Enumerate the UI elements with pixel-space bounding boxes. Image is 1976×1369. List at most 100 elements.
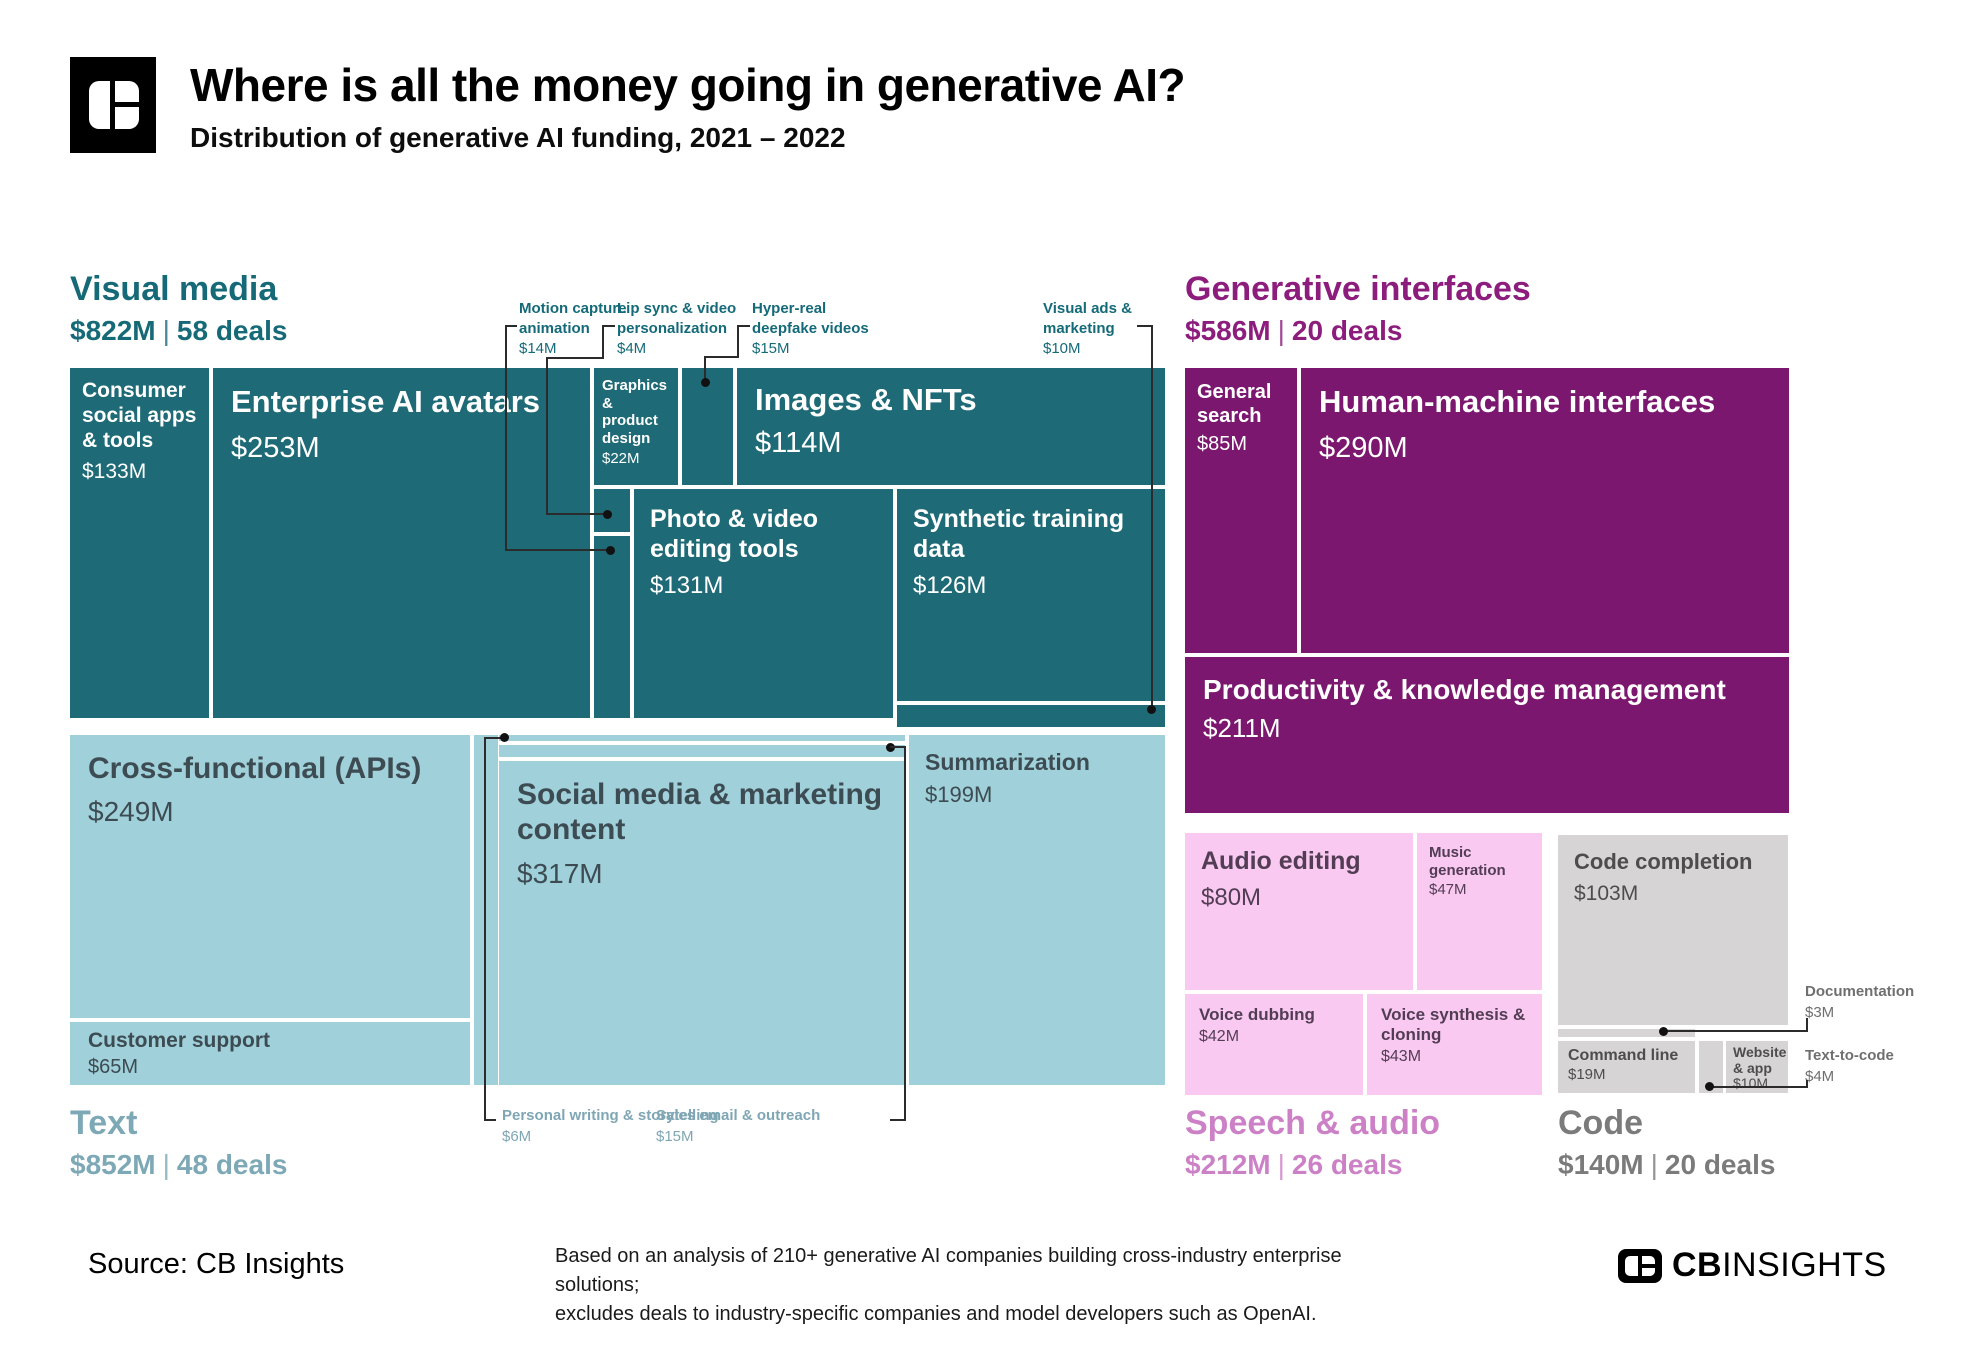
cell-value: $47M (1429, 881, 1467, 899)
callout-line (890, 746, 906, 748)
callout-name: Hyper-real deepfake videos (752, 300, 869, 337)
code-header: Code $140M | 20 deals (1558, 1105, 1775, 1181)
cell-value: $317M (517, 857, 603, 889)
cell-voice-synthesis-cloning: Voice synthesis & cloning $43M (1367, 994, 1542, 1095)
cell-name: Summarization (925, 749, 1090, 775)
callout-line (1151, 325, 1153, 709)
cell-name: Voice dubbing (1199, 1005, 1315, 1024)
callout-name: Lip sync & video personalization (617, 300, 737, 337)
stats-separator: | (1277, 314, 1285, 346)
callout-value: $15M (656, 1127, 694, 1145)
cell-social-media-marketing: Social media & marketing content $317M (499, 761, 905, 1085)
cell-synthetic-training-data: Synthetic training data $126M (897, 489, 1165, 701)
cell-value: $85M (1197, 433, 1248, 456)
callout-dot (1147, 705, 1156, 714)
callout-dot (1705, 1082, 1714, 1091)
callout-name: Text-to-code (1805, 1047, 1894, 1064)
callout-value: $10M (1043, 340, 1081, 357)
cell-summarization: Summarization $199M (909, 735, 1165, 1085)
callout-name: Personal writing & storytelling (502, 1107, 719, 1124)
cell-personal-writing-sliver (474, 735, 498, 1085)
callout-line (704, 356, 739, 358)
cell-name: Graphics & product design (602, 377, 668, 448)
callout-dot (606, 546, 615, 555)
code-amount: $140M (1558, 1148, 1644, 1180)
cell-general-search: General search $85M (1185, 368, 1297, 653)
cell-name: Music generation (1429, 844, 1506, 879)
logo-insights: INSIGHTS (1722, 1246, 1887, 1284)
cb-insights-footer-mark (1618, 1249, 1662, 1283)
cell-name: Productivity & knowledge management (1203, 674, 1726, 705)
cell-cross-functional-apis: Cross-functional (APIs) $249M (70, 735, 470, 1018)
cell-name: Human-machine interfaces (1319, 384, 1716, 419)
callout-personal-writing: Personal writing & storytelling $6M (502, 1106, 742, 1146)
cell-name: Command line (1568, 1047, 1679, 1064)
cb-insights-logo-mark (70, 57, 156, 153)
callout-line (737, 325, 750, 327)
callout-line (546, 513, 606, 515)
cell-lip-sync-video-personalization (682, 368, 733, 485)
cell-images-nfts: Images & NFTs $114M (737, 368, 1165, 485)
cell-productivity-knowledge-mgmt: Productivity & knowledge management $211… (1185, 657, 1789, 813)
stats-separator: | (162, 1148, 170, 1180)
callout-lip-sync: Lip sync & video personalization $4M (617, 299, 737, 359)
callout-line (505, 549, 609, 551)
cell-value: $10M (1733, 1075, 1769, 1092)
cell-consumer-social-apps: Consumer social apps & tools $133M (70, 368, 209, 718)
cell-value: $133M (82, 460, 147, 484)
text-header: Text $852M | 48 deals (70, 1104, 287, 1181)
callout-line (1806, 1080, 1808, 1088)
cell-hyper-real-target-tall (594, 536, 630, 718)
callout-line (505, 325, 507, 551)
cell-audio-editing: Audio editing $80M (1185, 833, 1413, 990)
cell-name: Customer support (88, 1029, 271, 1052)
generative-interfaces-amount: $586M (1185, 314, 1271, 346)
cell-value: $22M (602, 449, 640, 467)
speech-audio-stats: $212M | 26 deals (1185, 1149, 1440, 1181)
callout-visual-ads: Visual ads & marketing $10M (1043, 299, 1135, 359)
cell-value: $65M (88, 1055, 139, 1078)
callout-line (602, 325, 615, 327)
stats-separator: | (1650, 1148, 1658, 1180)
callout-line (904, 746, 906, 1121)
callout-line (1806, 1018, 1808, 1032)
callout-value: $4M (617, 340, 647, 357)
cell-name: Synthetic training data (913, 505, 1125, 563)
visual-media-label: Visual media (70, 270, 278, 308)
cell-customer-support: Customer support $65M (70, 1022, 470, 1085)
page-title: Where is all the money going in generati… (190, 59, 1186, 111)
callout-line (890, 1119, 906, 1121)
cell-value: $249M (88, 796, 174, 828)
callout-text-to-code: Text-to-code $4M (1805, 1046, 1935, 1086)
callout-name: Visual ads & marketing (1043, 300, 1132, 337)
cell-visual-ads-marketing-strip (897, 705, 1165, 727)
cell-value: $126M (913, 572, 987, 599)
cell-enterprise-ai-avatars: Enterprise AI avatars $253M (213, 368, 590, 718)
cell-name: Website & app (1733, 1044, 1787, 1077)
callout-dot (500, 733, 509, 742)
visual-media-amount: $822M (70, 314, 156, 346)
cell-name: Voice synthesis & cloning (1381, 1005, 1526, 1045)
note-line-2: excludes deals to industry-specific comp… (555, 1303, 1317, 1325)
cell-photo-video-editing: Photo & video editing tools $131M (634, 489, 893, 718)
callout-line (484, 737, 504, 739)
text-label: Text (70, 1104, 138, 1142)
speech-audio-header: Speech & audio $212M | 26 deals (1185, 1104, 1441, 1181)
cell-name: Social media & marketing content (517, 778, 883, 847)
page-subtitle: Distribution of generative AI funding, 2… (190, 122, 846, 153)
visual-media-deals: 58 deals (176, 314, 288, 346)
code-deals: 20 deals (1664, 1148, 1776, 1180)
callout-name: Documentation (1805, 983, 1915, 1000)
methodology-note: Based on an analysis of 210+ generative … (555, 1242, 1365, 1329)
speech-audio-label: Speech & audio (1185, 1104, 1441, 1142)
cell-name: Photo & video editing tools (650, 505, 819, 563)
callout-line (505, 325, 517, 327)
callout-line (737, 325, 739, 358)
callout-line (484, 737, 486, 1121)
cell-documentation-strip (1558, 1029, 1695, 1037)
cell-voice-dubbing: Voice dubbing $42M (1185, 994, 1363, 1095)
callout-name: Motion capture animation (519, 300, 627, 337)
visual-media-stats: $822M | 58 deals (70, 315, 287, 347)
code-stats: $140M | 20 deals (1558, 1149, 1775, 1181)
